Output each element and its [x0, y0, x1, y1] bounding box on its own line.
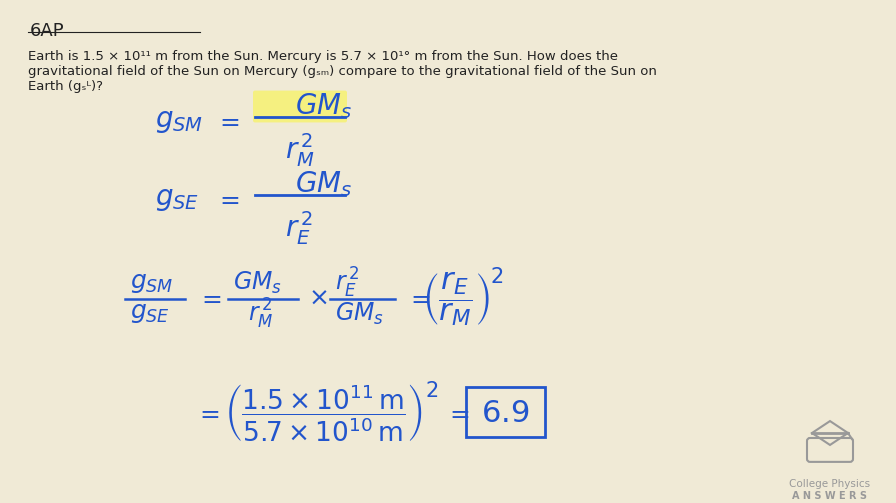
FancyBboxPatch shape — [253, 91, 347, 122]
Text: $2$: $2$ — [490, 267, 504, 287]
Text: $GM_s$: $GM_s$ — [295, 92, 352, 121]
Text: $GM_s$: $GM_s$ — [295, 169, 352, 199]
Text: A N S W E R S: A N S W E R S — [792, 491, 867, 501]
Text: $r_E^{\,2}$: $r_E^{\,2}$ — [285, 209, 314, 247]
Text: $r_M^{\,2}$: $r_M^{\,2}$ — [248, 296, 273, 330]
Text: $g_{SE}$: $g_{SE}$ — [155, 186, 199, 213]
FancyBboxPatch shape — [466, 387, 545, 437]
Text: $=$: $=$ — [197, 287, 222, 310]
Text: $=$: $=$ — [215, 110, 240, 133]
Text: Earth (gₛᴸ)?: Earth (gₛᴸ)? — [28, 79, 103, 93]
Text: $\times$: $\times$ — [308, 287, 328, 310]
Text: $g_{SE}$: $g_{SE}$ — [130, 302, 170, 325]
Text: $=$: $=$ — [445, 401, 470, 425]
Text: $g_{SM}$: $g_{SM}$ — [155, 108, 203, 135]
Text: $\left(\dfrac{r_E}{r_M}\right)$: $\left(\dfrac{r_E}{r_M}\right)$ — [422, 270, 490, 327]
Text: $GM_s$: $GM_s$ — [233, 270, 282, 296]
Text: $r_M^{\,2}$: $r_M^{\,2}$ — [285, 131, 314, 170]
Text: $6.9$: $6.9$ — [481, 397, 530, 429]
Text: gravitational field of the Sun on Mercury (gₛₘ) compare to the gravitational fie: gravitational field of the Sun on Mercur… — [28, 65, 657, 77]
Text: $r_E^{\,2}$: $r_E^{\,2}$ — [335, 266, 359, 300]
Text: College Physics: College Physics — [789, 479, 871, 489]
Text: Earth is 1.5 × 10¹¹ m from the Sun. Mercury is 5.7 × 10¹° m from the Sun. How do: Earth is 1.5 × 10¹¹ m from the Sun. Merc… — [28, 50, 618, 63]
Text: $=$: $=$ — [406, 287, 431, 310]
Text: $\left(\dfrac{1.5\times10^{11}\,\mathrm{m}}{5.7\times10^{10}\,\mathrm{m}}\right): $\left(\dfrac{1.5\times10^{11}\,\mathrm{… — [224, 382, 422, 444]
Text: $2$: $2$ — [425, 381, 438, 401]
Text: $GM_s$: $GM_s$ — [335, 300, 384, 326]
Text: $=$: $=$ — [215, 188, 240, 211]
Text: $=$: $=$ — [195, 401, 220, 425]
Text: 6AP: 6AP — [30, 22, 65, 40]
Text: $g_{SM}$: $g_{SM}$ — [130, 272, 174, 295]
